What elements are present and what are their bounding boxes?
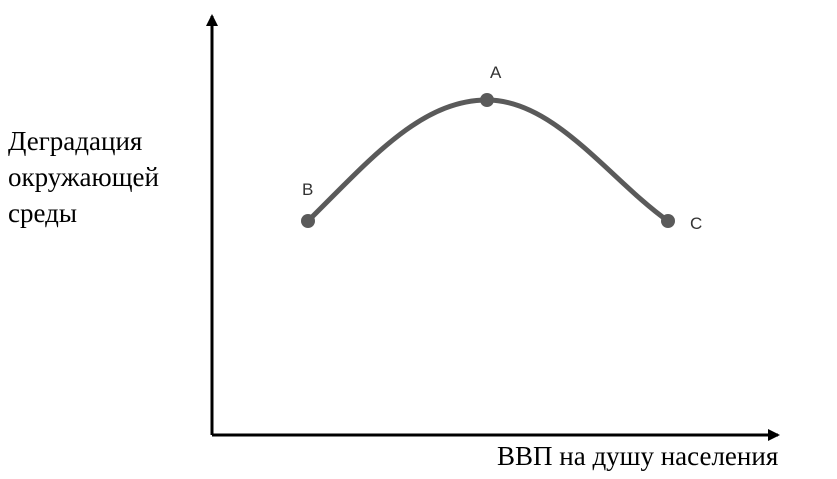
point-a-label: A: [490, 63, 502, 82]
y-axis-label-line-3: среды: [8, 198, 77, 228]
y-axis-label-line-2: окружающей: [8, 162, 159, 192]
y-axis-label-line-1: Деградация: [8, 126, 143, 156]
point-b-label: B: [302, 180, 313, 199]
x-axis-label: ВВП на душу населения: [497, 441, 779, 471]
point-b-marker: [301, 214, 315, 228]
point-a-marker: [480, 93, 494, 107]
point-c-marker: [661, 214, 675, 228]
environmental-kuznets-curve: [305, 97, 671, 224]
point-c-label: C: [690, 214, 702, 233]
y-axis-label: Деградация окружающей среды: [8, 123, 159, 231]
